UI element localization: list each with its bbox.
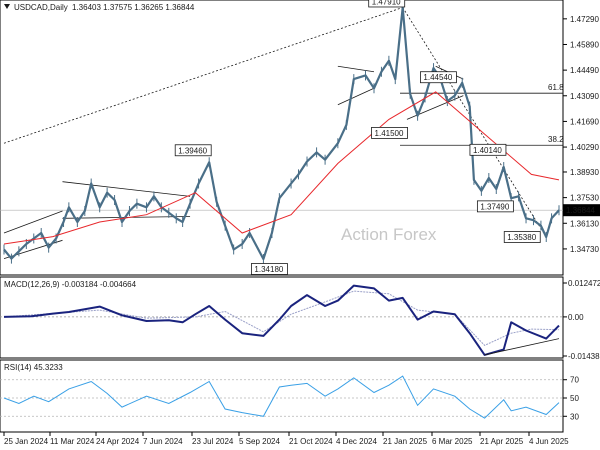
rsi-axis-label: 70: [570, 376, 579, 385]
rsi-panel: [0, 359, 564, 433]
price-axis-label: 1.40290: [570, 143, 599, 152]
price-annotation-label: 1.35380: [507, 233, 536, 242]
rsi-line: [3, 375, 560, 419]
price-annotation-box: [368, 0, 406, 8]
x-axis-label: 21 Oct 2024: [289, 437, 333, 446]
x-axis-label: 11 Mar 2024: [50, 437, 95, 446]
price-axis-label: 1.36130: [570, 219, 599, 228]
price-axis-label: 1.34730: [570, 245, 599, 254]
ohlc-label: 1.36403 1.37575 1.36265 1.36844: [72, 3, 195, 12]
price-annotation-label: 1.44540: [423, 73, 452, 82]
x-axis-label: 24 Apr 2024: [96, 437, 140, 446]
price-annotation-box: [371, 127, 408, 139]
macd-divergence-line: [484, 338, 560, 356]
price-axis-label: 1.37530: [570, 194, 599, 203]
x-axis-label: 21 Jan 2025: [383, 437, 428, 446]
price-axis-label: 1.41690: [570, 117, 599, 126]
price-axis-label: 1.43090: [570, 92, 599, 101]
x-axis-label: 5 Sep 2024: [239, 437, 280, 446]
price-axis-label: 1.45890: [570, 40, 599, 49]
macd-axis-label: -0.014389: [568, 352, 600, 361]
fib-level-label: 38.2: [548, 135, 564, 144]
rsi-axis-label: 50: [570, 394, 579, 403]
watermark: Action Forex: [341, 225, 437, 244]
price-annotation-label: 1.39460: [178, 146, 207, 155]
rsi-title: RSI(14) 45.3233: [4, 363, 63, 372]
price-annotation-box: [420, 71, 457, 84]
price-line: [3, 6, 560, 261]
rsi-axis-label: 30: [570, 412, 579, 421]
macd-title: MACD(12,26,9) -0.003184 -0.004664: [4, 280, 137, 289]
price-axis-label: 1.47290: [570, 15, 599, 24]
price-annotation-box: [174, 144, 212, 157]
price-panel: [0, 0, 564, 276]
price-annotation-label: 1.40140: [473, 146, 502, 155]
channel-upper-line: [3, 210, 63, 234]
wedge-lower-line: [337, 87, 375, 106]
x-axis-label: 4 Jun 2025: [529, 437, 569, 446]
macd-line: [3, 284, 560, 356]
x-axis-label: 23 Jul 2024: [192, 437, 234, 446]
price-annotation-box: [476, 200, 514, 213]
moving-average-line: [3, 91, 560, 245]
x-axis-label: 6 Mar 2025: [432, 437, 473, 446]
macd-signal-line: [3, 290, 560, 347]
last-price-badge: [563, 204, 600, 217]
symbol-label: USDCAD,Daily: [14, 3, 68, 12]
macd-axis-label: 0.00: [568, 313, 584, 322]
last-price-label: 1.36844: [566, 206, 595, 215]
x-axis-label: 21 Apr 2025: [480, 437, 524, 446]
price-annotation-box: [469, 143, 507, 156]
wedge-upper-line: [337, 65, 375, 73]
x-axis-label: 7 Jun 2024: [143, 437, 183, 446]
price-axis-label: 1.44490: [570, 66, 599, 75]
fib-level-label: 61.8: [548, 83, 564, 92]
x-axis-label: 25 Jan 2024: [4, 437, 49, 446]
price-annotation-label: 1.41500: [375, 129, 404, 138]
price-annotation-label: 1.37490: [480, 202, 509, 211]
symbol-dropdown-icon[interactable]: [4, 4, 10, 9]
price-annotation-label: 1.34180: [254, 265, 283, 274]
x-axis-label: 4 Dec 2024: [336, 437, 377, 446]
price-annotation-box: [251, 263, 288, 275]
price-annotation-box: [503, 231, 541, 243]
trend-line-down: [402, 7, 547, 238]
macd-axis-label: 0.012472: [568, 279, 600, 288]
price-axis-label: 1.38930: [570, 168, 599, 177]
price-annotation-label: 1.47910: [372, 0, 401, 6]
triangle-upper-line: [62, 181, 191, 197]
